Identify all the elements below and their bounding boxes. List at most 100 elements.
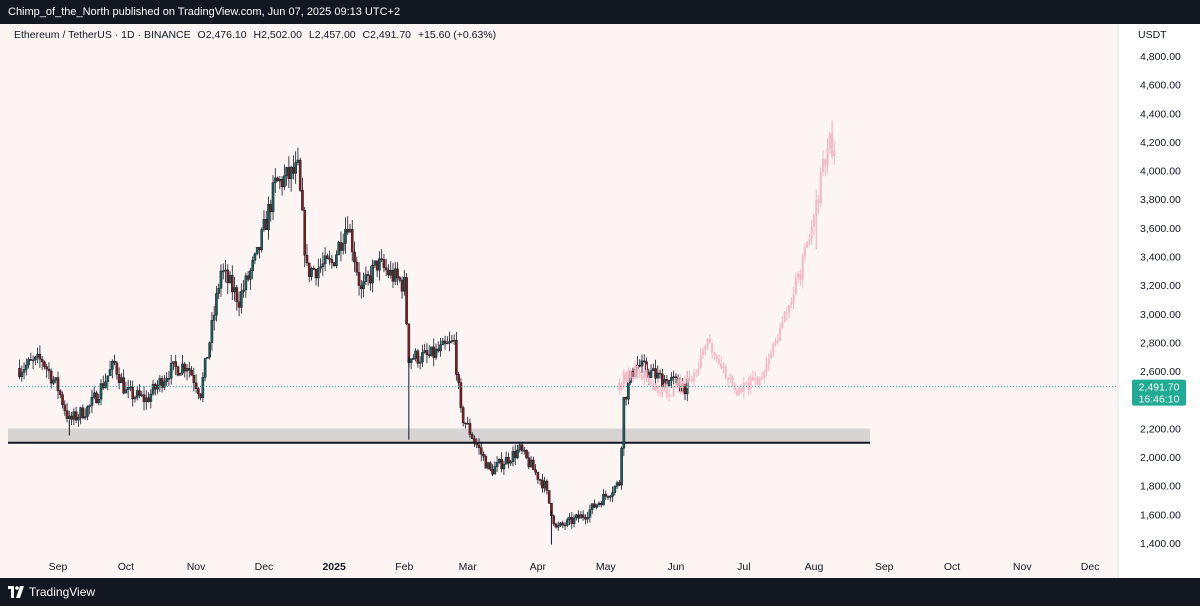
projection-bar <box>722 362 725 374</box>
candle <box>140 391 144 398</box>
candle <box>79 406 82 425</box>
price-axis-background <box>1118 24 1200 578</box>
candle <box>56 371 60 400</box>
projection-bar <box>738 385 741 396</box>
candle <box>369 265 372 291</box>
candle <box>525 449 528 459</box>
candle <box>529 456 533 468</box>
candle <box>187 362 191 378</box>
candle <box>183 362 187 378</box>
projection-bar <box>681 380 684 395</box>
candle <box>31 355 35 370</box>
tradingview-logo[interactable]: TradingView <box>0 578 95 606</box>
candle <box>178 372 182 376</box>
candle <box>230 265 234 301</box>
candle <box>199 393 202 401</box>
projection-bar <box>692 368 696 386</box>
candle <box>640 354 644 374</box>
candle <box>278 176 282 190</box>
projection-bar <box>638 368 641 379</box>
candle <box>292 155 295 180</box>
candle <box>432 338 436 367</box>
projection-bar <box>620 381 623 392</box>
candle <box>203 357 207 382</box>
projection-bar <box>711 342 714 360</box>
chart-frame[interactable]: 2,491.70 16:46:10 4,800.00 4,600.00 4,400.0… <box>0 24 1200 578</box>
candle <box>276 176 279 182</box>
projection-bar <box>697 362 700 376</box>
candle <box>328 250 331 265</box>
projection-bar <box>661 385 664 398</box>
candle <box>516 444 519 459</box>
candle <box>430 346 433 357</box>
candle <box>570 512 574 529</box>
candle <box>527 451 531 470</box>
support-zone[interactable] <box>8 428 871 443</box>
candle <box>20 365 24 382</box>
candle <box>608 494 612 502</box>
candle <box>260 227 264 253</box>
candle <box>296 147 300 166</box>
candle <box>378 251 381 281</box>
projection-bar <box>724 363 727 380</box>
candle <box>543 476 546 493</box>
candle <box>133 395 137 403</box>
candle <box>251 256 254 279</box>
projection-bar <box>808 233 811 246</box>
candle <box>520 441 524 454</box>
projection-bar <box>640 374 644 380</box>
candle <box>380 249 383 262</box>
candle <box>63 400 67 416</box>
candle <box>362 272 365 298</box>
candle <box>559 521 562 527</box>
candle <box>54 377 58 384</box>
candle <box>321 252 325 276</box>
candle <box>670 372 673 388</box>
candle <box>409 358 413 369</box>
candle <box>493 461 497 475</box>
candle <box>667 379 671 387</box>
projection-bar <box>677 376 680 393</box>
time-tick-label: Nov <box>1013 561 1032 573</box>
candle <box>113 354 116 366</box>
projection-bar <box>774 338 777 347</box>
candle <box>459 377 463 413</box>
price-tick-label: 3,400.00 <box>1140 252 1181 264</box>
projection-bar <box>679 374 682 395</box>
price-tick-label: 4,600.00 <box>1140 80 1181 92</box>
candle <box>255 247 259 256</box>
time-tick-label: Dec <box>1081 561 1100 573</box>
projection-bar <box>643 363 646 386</box>
candle <box>185 364 189 381</box>
candle <box>400 276 404 299</box>
price-tick-label: 3,800.00 <box>1140 194 1181 206</box>
projection-bar <box>683 375 687 387</box>
candle <box>622 397 626 457</box>
candle <box>504 451 508 465</box>
currency-label[interactable]: USDT <box>1138 29 1167 41</box>
projection-bar <box>695 369 698 377</box>
candle <box>412 354 415 360</box>
ohlc-open: O2,476.10 <box>197 29 247 41</box>
candle <box>163 375 166 391</box>
projection-bar <box>799 269 802 286</box>
candle <box>642 354 646 364</box>
candle <box>414 348 417 362</box>
candle <box>439 338 442 357</box>
candle <box>584 514 587 525</box>
candle <box>319 258 322 273</box>
projection-bar <box>828 131 831 155</box>
candle <box>160 375 164 393</box>
candle <box>436 341 440 353</box>
candle <box>330 254 334 269</box>
candle <box>332 261 336 267</box>
candle <box>448 331 451 352</box>
price-tick-label: 2,800.00 <box>1140 337 1181 349</box>
candle <box>475 438 479 449</box>
candle <box>638 359 642 368</box>
candle <box>165 372 168 386</box>
candle <box>565 517 569 528</box>
candle <box>615 480 619 490</box>
